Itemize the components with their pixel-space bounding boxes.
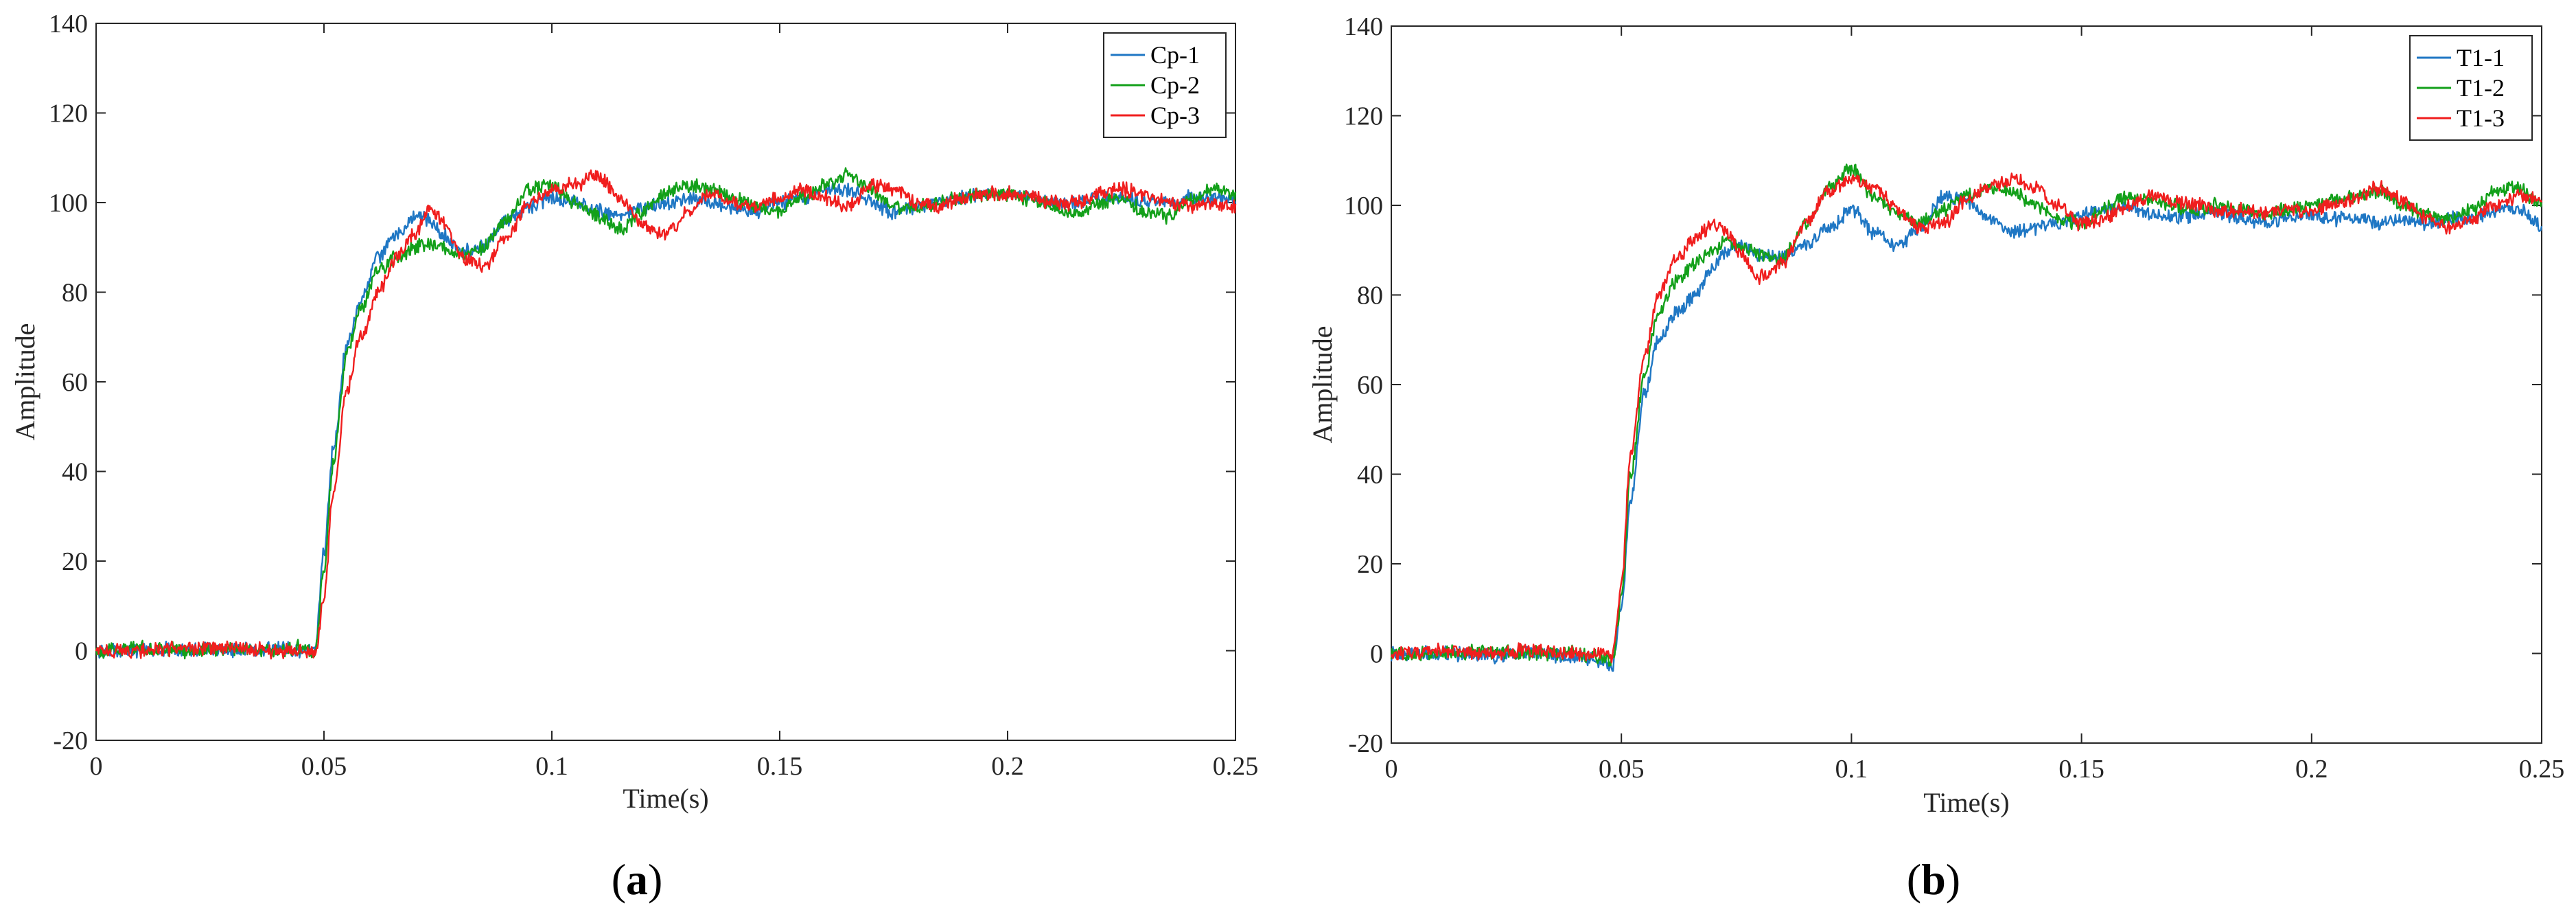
y-tick-labels: -20 0 20 40 60 80 100 120 140 bbox=[49, 10, 88, 755]
chart-panel-b: 0 0.05 0.1 0.15 0.2 0.25 -2002040608010012014… bbox=[1307, 12, 2564, 904]
x-tick-labels: 0 0.05 0.1 0.15 0.2 0.25 bbox=[1385, 755, 2565, 784]
tick-marks bbox=[95, 23, 1236, 741]
y-tick-label: 0 bbox=[1370, 640, 1383, 669]
x-tick-label: 0.15 bbox=[2058, 755, 2104, 784]
y-tick-label: 60 bbox=[62, 368, 88, 397]
y-axis-title: Amplitude bbox=[10, 323, 40, 440]
legend-label: T1-1 bbox=[2457, 44, 2505, 71]
panel-label-a: (a) bbox=[612, 855, 663, 904]
x-tick-label: 0.1 bbox=[535, 752, 568, 781]
y-tick-label: 140 bbox=[1344, 12, 1383, 41]
legend-label: Cp-1 bbox=[1150, 41, 1200, 69]
y-tick-label: 60 bbox=[1357, 371, 1383, 400]
legend-label: Cp-2 bbox=[1150, 71, 1200, 99]
y-tick-label: 100 bbox=[1344, 192, 1383, 220]
series-layer bbox=[95, 167, 1237, 660]
x-tick-label: 0.15 bbox=[757, 752, 803, 781]
panel-label-b: (b) bbox=[1907, 855, 1960, 904]
y-tick-label: 140 bbox=[49, 10, 88, 38]
x-tick-label: 0.05 bbox=[1599, 755, 1645, 784]
x-tick-label: 0.2 bbox=[2295, 755, 2328, 784]
series-line-t1-3 bbox=[1390, 172, 2543, 663]
panel-letter-a: a bbox=[626, 855, 648, 904]
series-line-cp-3 bbox=[95, 169, 1237, 660]
y-tick-labels: -20 0 20 40 60 80 100 120 140 bbox=[1344, 12, 1383, 758]
y-tick-label: -20 bbox=[1348, 729, 1383, 758]
plot-area-frame bbox=[95, 23, 1236, 741]
y-tick-label: 120 bbox=[1344, 102, 1383, 131]
x-tick-label: 0.05 bbox=[301, 752, 347, 781]
x-tick-labels: 0 0.05 0.1 0.15 0.2 0.25 bbox=[90, 752, 1259, 781]
y-tick-label: 20 bbox=[1357, 550, 1383, 579]
y-tick-label: 40 bbox=[1357, 461, 1383, 490]
x-tick-label: 0.25 bbox=[1213, 752, 1259, 781]
series-layer bbox=[1390, 163, 2543, 672]
x-tick-label: 0 bbox=[90, 752, 103, 781]
tick-marks bbox=[1391, 25, 2542, 744]
x-tick-label: 0 bbox=[1385, 755, 1398, 784]
y-tick-label: 120 bbox=[49, 100, 88, 128]
y-tick-label: 80 bbox=[62, 279, 88, 308]
x-tick-label: 0.2 bbox=[991, 752, 1024, 781]
y-axis-title: Amplitude bbox=[1307, 326, 1338, 443]
legend: Cp-1Cp-2 Cp-3 bbox=[1103, 32, 1227, 138]
x-axis-title: Time(s) bbox=[623, 783, 708, 814]
x-tick-label: 0.1 bbox=[1835, 755, 1868, 784]
legend-label: T1-3 bbox=[2457, 104, 2505, 132]
y-tick-label: 100 bbox=[49, 189, 88, 218]
legend-label: Cp-3 bbox=[1150, 102, 1200, 129]
y-tick-label: 40 bbox=[62, 458, 88, 487]
legend-label: T1-2 bbox=[2457, 74, 2505, 102]
y-tick-label: 20 bbox=[62, 547, 88, 576]
plot-area-frame bbox=[1391, 25, 2542, 744]
y-tick-label: 0 bbox=[75, 637, 88, 666]
panel-letter-b: b bbox=[1921, 855, 1946, 904]
legend: T1-1 T1-2T1-3 bbox=[2409, 35, 2533, 141]
chart-panel-a: 0 0.05 0.1 0.15 0.2 0.25 -2002040608010012014… bbox=[10, 10, 1258, 904]
y-tick-label: -20 bbox=[53, 727, 88, 755]
x-axis-title: Time(s) bbox=[1923, 787, 2009, 818]
x-tick-label: 0.25 bbox=[2519, 755, 2565, 784]
y-tick-label: 80 bbox=[1357, 282, 1383, 310]
